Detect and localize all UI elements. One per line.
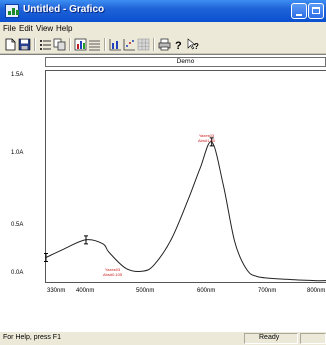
context-help-icon[interactable]: ?: [187, 38, 200, 51]
plot-frame: [45, 70, 326, 283]
annotation-line: Yaxes03: [198, 133, 215, 138]
menu-help[interactable]: Help: [56, 24, 73, 33]
list-icon[interactable]: [39, 38, 52, 51]
minimize-button[interactable]: [291, 3, 307, 19]
x-tick-label: 700nm: [258, 288, 277, 294]
svg-text:?: ?: [194, 42, 199, 51]
local-peak-annotation: Yaxes03 Abs#0.105: [103, 267, 122, 277]
menu-bar: File Edit View Help: [0, 22, 326, 36]
annotation-line: Abs#0.105: [103, 272, 123, 277]
chart-area: [0, 54, 326, 331]
y-tick-label: 1.5A: [11, 72, 24, 78]
new-icon[interactable]: [4, 38, 17, 51]
title-bar: Untitled - Grafico: [0, 0, 326, 22]
x-tick-label: 500nm: [136, 288, 155, 294]
status-bar: For Help, press F1 Ready: [0, 331, 326, 345]
status-ready: Ready: [244, 333, 298, 344]
series-line-demo: [45, 141, 326, 282]
data-point-marker[interactable]: [44, 253, 48, 263]
window-title: Untitled - Grafico: [23, 4, 105, 15]
x-tick-label: 330nm: [47, 288, 66, 294]
lines-icon[interactable]: [88, 38, 101, 51]
chart-icon[interactable]: [74, 38, 87, 51]
toolbar: ? ?: [0, 36, 326, 54]
print-icon[interactable]: [158, 38, 171, 51]
data-point-marker[interactable]: [84, 235, 88, 245]
x-tick-label: 600nm: [197, 288, 216, 294]
menu-file[interactable]: File: [3, 24, 16, 33]
toolbar-separator: [69, 38, 71, 51]
peak-annotation: Yaxes03 Abs#1.03: [198, 133, 215, 143]
app-icon: [5, 4, 19, 18]
status-pane: [300, 333, 326, 344]
svg-text:?: ?: [175, 40, 182, 51]
copy-icon[interactable]: [53, 38, 66, 51]
bars-icon[interactable]: [109, 38, 122, 51]
status-help-text: For Help, press F1: [3, 334, 61, 341]
save-icon[interactable]: [18, 38, 31, 51]
toolbar-separator: [34, 38, 36, 51]
annotation-line: Yaxes03: [104, 267, 121, 272]
y-tick-label: 0.0A: [11, 270, 24, 276]
legend-title: Demo: [176, 58, 195, 65]
y-tick-label: 1.0A: [11, 150, 24, 156]
menu-edit[interactable]: Edit: [19, 24, 33, 33]
x-tick-label: 400nm: [76, 288, 95, 294]
annotation-line: Abs#1.03: [198, 138, 215, 143]
help-icon[interactable]: ?: [172, 38, 185, 51]
toolbar-separator: [153, 38, 155, 51]
data-point-marker[interactable]: [209, 137, 214, 147]
maximize-button[interactable]: [308, 3, 324, 19]
scatter-icon[interactable]: [123, 38, 136, 51]
toolbar-separator: [104, 38, 106, 51]
grid-icon[interactable]: [137, 38, 150, 51]
y-tick-label: 0.5A: [11, 222, 24, 228]
menu-view[interactable]: View: [36, 24, 54, 33]
x-tick-label: 800nm: [307, 288, 326, 294]
